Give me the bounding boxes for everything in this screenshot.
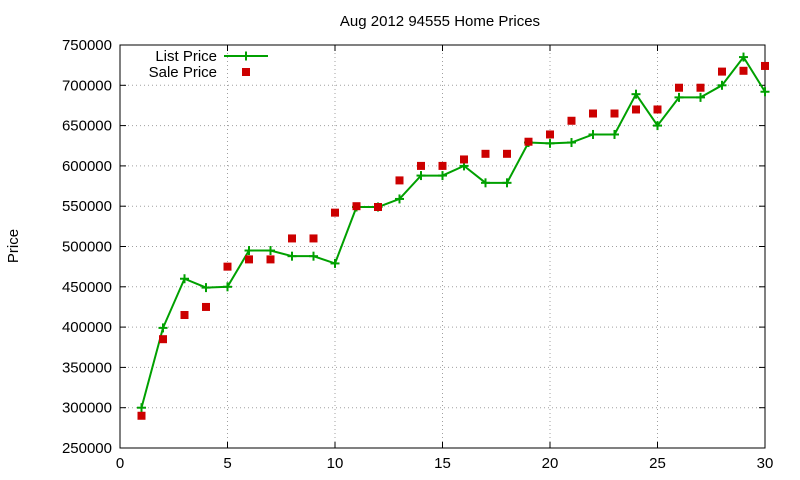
x-tick-label: 0 bbox=[116, 455, 124, 472]
sale-price-point bbox=[202, 302, 210, 311]
y-tick-label: 650000 bbox=[62, 118, 112, 135]
sale-price-point bbox=[159, 335, 167, 344]
list-price-point bbox=[266, 246, 275, 256]
list-price-point bbox=[223, 282, 232, 292]
x-tick-label: 20 bbox=[542, 455, 559, 472]
sale-price-point bbox=[245, 255, 253, 264]
sale-price-point bbox=[718, 67, 726, 76]
x-tick-label: 10 bbox=[327, 455, 344, 472]
sale-price-point bbox=[567, 116, 576, 125]
axes: 0 5 10 15 20 25 30 250000 300000 350000 400000 4500… bbox=[62, 37, 773, 472]
list-price-point bbox=[545, 138, 555, 148]
list-price-point bbox=[481, 178, 490, 188]
sale-price-point bbox=[417, 161, 425, 170]
sale-price-point bbox=[331, 208, 339, 217]
sale-price-point bbox=[675, 83, 683, 92]
y-tick-label: 600000 bbox=[62, 158, 112, 175]
list-price-point bbox=[760, 87, 770, 97]
list-price-point bbox=[674, 92, 684, 102]
y-tick-label: 450000 bbox=[62, 279, 112, 296]
sale-price-point bbox=[761, 61, 769, 70]
legend-marker-sale-price bbox=[242, 68, 250, 76]
sale-price-point bbox=[524, 137, 533, 146]
list-price-point bbox=[287, 251, 297, 261]
y-axis-label: Price bbox=[5, 229, 22, 263]
sale-price-point bbox=[374, 203, 382, 212]
list-price-point bbox=[395, 194, 404, 204]
list-price-point bbox=[502, 178, 512, 188]
x-tick-label: 30 bbox=[757, 455, 774, 472]
series-layer bbox=[137, 52, 770, 420]
sale-price-point bbox=[137, 411, 146, 420]
sale-price-point bbox=[438, 161, 447, 170]
list-price-point bbox=[739, 52, 748, 62]
sale-price-point bbox=[739, 66, 748, 75]
sale-price-point bbox=[610, 109, 619, 118]
y-tick-label: 250000 bbox=[62, 440, 112, 457]
sale-price-point bbox=[546, 130, 554, 139]
list-price-point bbox=[244, 246, 254, 256]
list-price-point bbox=[309, 251, 318, 261]
list-price-point bbox=[201, 283, 211, 293]
y-tick-label: 550000 bbox=[62, 198, 112, 215]
x-tick-label: 5 bbox=[223, 455, 231, 472]
list-price-point bbox=[567, 138, 576, 148]
sale-price-point bbox=[266, 255, 275, 264]
sale-price-point bbox=[223, 262, 232, 271]
list-price-point bbox=[180, 274, 189, 284]
sale-price-point bbox=[696, 83, 705, 92]
sale-price-point bbox=[632, 105, 640, 114]
list-price-point bbox=[717, 80, 727, 90]
sale-price-point bbox=[395, 176, 404, 185]
y-tick-label: 400000 bbox=[62, 319, 112, 336]
legend-label-list-price: List Price bbox=[155, 48, 217, 65]
legend-label-sale-price: Sale Price bbox=[149, 64, 217, 81]
list-price-point bbox=[416, 171, 426, 181]
y-tick-label: 700000 bbox=[62, 77, 112, 94]
list-price-point bbox=[158, 323, 168, 333]
plot-border bbox=[119, 44, 766, 449]
sale-price-point bbox=[481, 149, 490, 158]
sale-price-point bbox=[589, 109, 597, 118]
list-price-point bbox=[653, 121, 662, 131]
y-tick-label: 350000 bbox=[62, 359, 112, 376]
list-price-point bbox=[696, 92, 705, 102]
list-price-point bbox=[631, 89, 641, 99]
legend-marker-list-price bbox=[241, 51, 251, 61]
sale-price-point bbox=[653, 105, 662, 114]
chart-title: Aug 2012 94555 Home Prices bbox=[340, 13, 540, 30]
sale-price-point bbox=[288, 234, 296, 243]
list-price-point bbox=[588, 129, 598, 139]
list-price-point bbox=[137, 403, 146, 413]
list-price-point bbox=[438, 171, 447, 181]
list-price-point bbox=[610, 129, 619, 139]
x-tick-label: 25 bbox=[649, 455, 666, 472]
y-tick-label: 750000 bbox=[62, 37, 112, 54]
y-tick-label: 300000 bbox=[62, 400, 112, 417]
sale-price-point bbox=[180, 311, 189, 320]
sale-price-point bbox=[309, 234, 318, 243]
sale-price-point bbox=[352, 202, 361, 211]
y-tick-label: 500000 bbox=[62, 239, 112, 256]
sale-price-point bbox=[503, 149, 511, 158]
sale-price-point bbox=[460, 155, 468, 164]
x-tick-label: 15 bbox=[434, 455, 451, 472]
list-price-point bbox=[330, 258, 340, 268]
